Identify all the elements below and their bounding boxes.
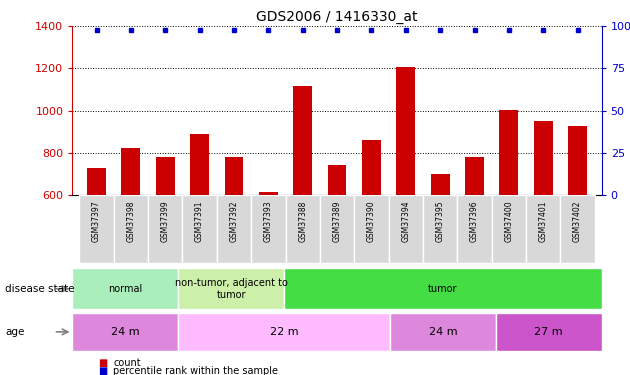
Bar <box>457 195 491 262</box>
Bar <box>328 165 347 322</box>
Bar <box>72 313 178 351</box>
Text: GSM37402: GSM37402 <box>573 200 582 242</box>
Text: percentile rank within the sample: percentile rank within the sample <box>113 366 278 375</box>
Bar <box>431 174 450 322</box>
Bar <box>354 195 389 262</box>
Text: ■: ■ <box>98 358 107 368</box>
Bar <box>217 195 251 262</box>
Text: disease state: disease state <box>5 284 74 294</box>
Title: GDS2006 / 1416330_at: GDS2006 / 1416330_at <box>256 10 418 24</box>
Bar <box>148 195 183 262</box>
Bar <box>122 147 140 322</box>
Bar <box>362 140 381 322</box>
Bar <box>561 195 595 262</box>
Text: 27 m: 27 m <box>534 327 563 337</box>
Bar <box>113 195 148 262</box>
Text: GSM37390: GSM37390 <box>367 200 376 242</box>
Bar <box>72 268 178 309</box>
Bar <box>79 195 113 262</box>
Bar <box>285 195 320 262</box>
Text: GSM37399: GSM37399 <box>161 200 169 242</box>
Bar <box>293 86 312 322</box>
Bar <box>224 157 243 322</box>
Bar <box>87 168 106 322</box>
Text: 24 m: 24 m <box>111 327 140 337</box>
Text: non-tumor, adjacent to
tumor: non-tumor, adjacent to tumor <box>175 278 288 300</box>
Bar <box>534 121 553 322</box>
Bar <box>390 313 496 351</box>
Bar <box>183 195 217 262</box>
Bar <box>156 157 175 322</box>
Bar <box>190 134 209 322</box>
Bar <box>178 268 284 309</box>
Text: 24 m: 24 m <box>428 327 457 337</box>
Bar <box>259 192 278 322</box>
Text: GSM37394: GSM37394 <box>401 200 410 242</box>
Text: normal: normal <box>108 284 142 294</box>
Bar <box>284 268 602 309</box>
Text: GSM37391: GSM37391 <box>195 200 204 242</box>
Bar <box>178 313 390 351</box>
Bar <box>526 195 561 262</box>
Bar <box>320 195 354 262</box>
Text: ■: ■ <box>98 366 107 375</box>
Text: 22 m: 22 m <box>270 327 299 337</box>
Text: GSM37388: GSM37388 <box>298 200 307 242</box>
Text: GSM37392: GSM37392 <box>229 200 239 242</box>
Bar <box>568 126 587 322</box>
Text: GSM37396: GSM37396 <box>470 200 479 242</box>
Text: count: count <box>113 358 141 368</box>
Text: GSM37401: GSM37401 <box>539 200 547 242</box>
Bar <box>496 313 602 351</box>
Text: GSM37400: GSM37400 <box>505 200 513 242</box>
Bar <box>500 110 518 322</box>
Text: tumor: tumor <box>428 284 457 294</box>
Text: GSM37398: GSM37398 <box>127 200 135 242</box>
Text: GSM37395: GSM37395 <box>435 200 445 242</box>
Text: GSM37393: GSM37393 <box>264 200 273 242</box>
Bar <box>465 157 484 322</box>
Bar <box>251 195 285 262</box>
Text: GSM37389: GSM37389 <box>333 200 341 242</box>
Bar <box>396 68 415 322</box>
Bar <box>423 195 457 262</box>
Bar <box>389 195 423 262</box>
Text: age: age <box>5 327 25 337</box>
Bar <box>491 195 526 262</box>
Text: GSM37397: GSM37397 <box>92 200 101 242</box>
